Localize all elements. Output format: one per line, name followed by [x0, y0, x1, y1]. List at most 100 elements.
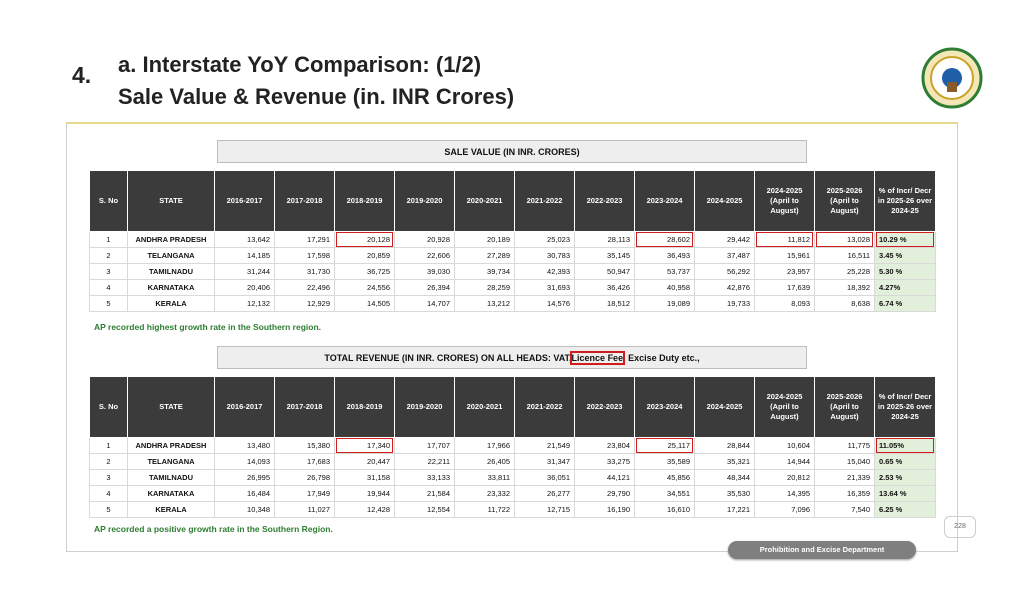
- content-frame: [66, 122, 958, 552]
- table-cell: 31,347: [514, 453, 575, 470]
- table-cell: 17,683: [274, 453, 335, 470]
- table-cell: 11,027: [274, 501, 335, 518]
- table-cell: 17,221: [694, 501, 755, 518]
- table-cell: 15,040: [814, 453, 875, 470]
- table-cell: 33,811: [454, 469, 515, 486]
- table-cell: 14,576: [514, 295, 575, 312]
- table-cell: 7,540: [814, 501, 875, 518]
- table-cell: 27,289: [454, 247, 515, 264]
- table-cell: 31,158: [334, 469, 395, 486]
- table-cell: TELANGANA: [127, 247, 215, 264]
- table-cell: 11.05%: [874, 437, 936, 454]
- table-row: 3 TAMILNADU 26,995 26,798 31,158 33,133 33,811…: [89, 469, 936, 486]
- table-cell: 36,493: [634, 247, 695, 264]
- table-cell: KERALA: [127, 295, 215, 312]
- table-cell: 3.45 %: [874, 247, 936, 264]
- table-cell: 2: [89, 453, 128, 470]
- table-cell: 20,812: [754, 469, 815, 486]
- table-row: 1 ANDHRA PRADESH 13,480 15,380 17,340 17,707 1…: [89, 437, 936, 454]
- table-cell: 0.65 %: [874, 453, 936, 470]
- table-row: 4 KARNATAKA 20,406 22,496 24,556 26,394 28,259…: [89, 279, 936, 296]
- table-cell: 12,715: [514, 501, 575, 518]
- table-cell: 31,693: [514, 279, 575, 296]
- table-cell: 24,556: [334, 279, 395, 296]
- table-cell: 10,604: [754, 437, 815, 454]
- table-cell: 1: [89, 437, 128, 454]
- table-cell: 4: [89, 485, 128, 502]
- table-cell: 17,639: [754, 279, 815, 296]
- table-cell: 13,212: [454, 295, 515, 312]
- table-cell: 31,244: [214, 263, 275, 280]
- table-cell: 21,339: [814, 469, 875, 486]
- table-cell: 16,511: [814, 247, 875, 264]
- table-cell: 22,606: [394, 247, 455, 264]
- table-cell: 20,928: [394, 231, 455, 248]
- table-cell: 37,487: [694, 247, 755, 264]
- table-cell: 11,775: [814, 437, 875, 454]
- table-cell: 44,121: [574, 469, 635, 486]
- column-header: 2020-2021: [454, 170, 515, 232]
- column-header: 2018-2019: [334, 170, 395, 232]
- table-cell: 25,228: [814, 263, 875, 280]
- table-cell: 13.64 %: [874, 485, 936, 502]
- table-cell: 8,638: [814, 295, 875, 312]
- table-cell: 22,496: [274, 279, 335, 296]
- table-cell: TAMILNADU: [127, 263, 215, 280]
- table-cell: 18,512: [574, 295, 635, 312]
- table-cell: 14,505: [334, 295, 395, 312]
- header-row: S. No STATE 2016-2017 2017-2018 2018-2019 201…: [89, 170, 936, 232]
- table-cell: 21,584: [394, 485, 455, 502]
- table-cell: 7,096: [754, 501, 815, 518]
- table-cell: 20,406: [214, 279, 275, 296]
- table-cell: 26,277: [514, 485, 575, 502]
- header-row: S. No STATE 2016-2017 2017-2018 2018-2019 201…: [89, 376, 936, 438]
- table-cell: 28,602: [634, 231, 695, 248]
- column-header: 2019-2020: [394, 376, 455, 438]
- table-cell: 17,340: [334, 437, 395, 454]
- column-header: 2022-2023: [574, 170, 635, 232]
- sale-table: S. No STATE 2016-2017 2017-2018 2018-2019 201…: [89, 170, 936, 312]
- column-header: 2021-2022: [514, 170, 575, 232]
- table-row: 2 TELANGANA 14,185 17,598 20,859 22,606 27,289…: [89, 247, 936, 264]
- table-cell: 29,790: [574, 485, 635, 502]
- table-cell: 12,929: [274, 295, 335, 312]
- table-cell: 11,722: [454, 501, 515, 518]
- table-cell: 36,426: [574, 279, 635, 296]
- table-cell: 29,442: [694, 231, 755, 248]
- table-cell: 6.74 %: [874, 295, 936, 312]
- table-title: SALE VALUE (IN INR. CRORES): [217, 140, 807, 163]
- table-cell: 16,610: [634, 501, 695, 518]
- table-cell: 17,707: [394, 437, 455, 454]
- table-cell: 14,093: [214, 453, 275, 470]
- column-header: 2016-2017: [214, 376, 275, 438]
- table-cell: 17,949: [274, 485, 335, 502]
- table-cell: 4: [89, 279, 128, 296]
- table-row: 1 ANDHRA PRADESH 13,642 17,291 20,128 20,928 2…: [89, 231, 936, 248]
- table-cell: 42,393: [514, 263, 575, 280]
- column-header: 2025-2026 (April to August): [814, 170, 875, 232]
- column-header: 2016-2017: [214, 170, 275, 232]
- table-cell: 34,551: [634, 485, 695, 502]
- column-header: 2020-2021: [454, 376, 515, 438]
- table-cell: 35,321: [694, 453, 755, 470]
- column-header: 2023-2024: [634, 376, 695, 438]
- table-cell: 39,734: [454, 263, 515, 280]
- column-header: % of Incr/ Decr in 2025-26 over 2024-25: [874, 376, 936, 438]
- column-header: S. No: [89, 376, 128, 438]
- table-cell: 19,733: [694, 295, 755, 312]
- table-cell: 18,392: [814, 279, 875, 296]
- table-cell: 40,958: [634, 279, 695, 296]
- column-header: 2025-2026 (April to August): [814, 376, 875, 438]
- table-row: 5 KERALA 12,132 12,929 14,505 14,707 13,212 14,…: [89, 295, 936, 312]
- table-cell: 4.27%: [874, 279, 936, 296]
- note: AP recorded a positive growth rate in th…: [94, 524, 333, 534]
- table-cell: 3: [89, 469, 128, 486]
- revenue-table: S. No STATE 2016-2017 2017-2018 2018-2019 201…: [89, 376, 936, 518]
- table-cell: 17,291: [274, 231, 335, 248]
- column-header: S. No: [89, 170, 128, 232]
- column-header: 2024-2025 (April to August): [754, 376, 815, 438]
- table-cell: 2.53 %: [874, 469, 936, 486]
- table-cell: 16,484: [214, 485, 275, 502]
- table-cell: 25,117: [634, 437, 695, 454]
